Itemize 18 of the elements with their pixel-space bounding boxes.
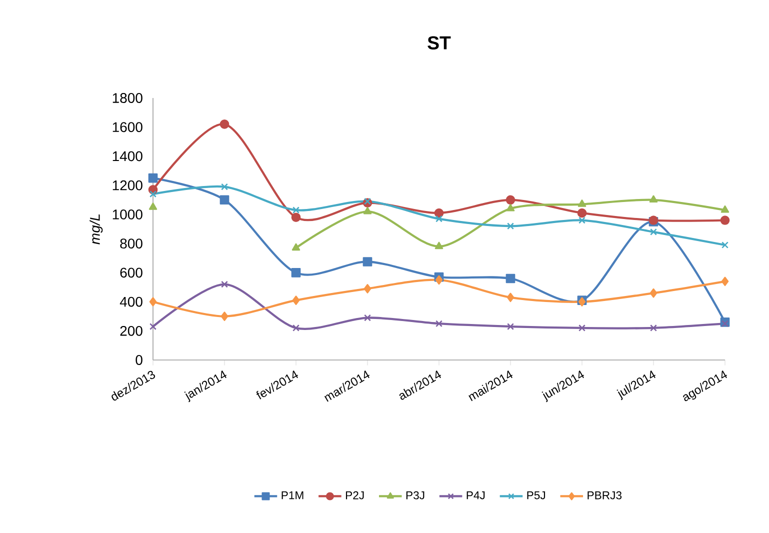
y-tick-label: 800 — [120, 238, 142, 249]
y-tick-label: 600 — [120, 268, 142, 278]
legend-label: P4J — [466, 491, 485, 500]
y-axis-title: mg/L — [90, 214, 103, 244]
legend-label: PBRJ3 — [588, 491, 622, 500]
legend-label: P1M — [282, 491, 304, 500]
legend-label: P5J — [527, 491, 546, 500]
y-tick-label: 1400 — [112, 151, 142, 162]
y-tick-label: 1200 — [112, 180, 142, 190]
y-tick-label: 200 — [120, 326, 142, 336]
legend-label: P2J — [346, 491, 364, 500]
y-tick-label: 400 — [120, 296, 142, 307]
y-tick-label: 1600 — [112, 122, 142, 132]
y-tick-label: 1800 — [112, 93, 142, 103]
y-tick-label: 0 — [136, 355, 142, 365]
legend-label: P3J — [406, 491, 424, 500]
chart-title: ST — [428, 36, 451, 50]
y-tick-label: 1000 — [112, 210, 142, 220]
